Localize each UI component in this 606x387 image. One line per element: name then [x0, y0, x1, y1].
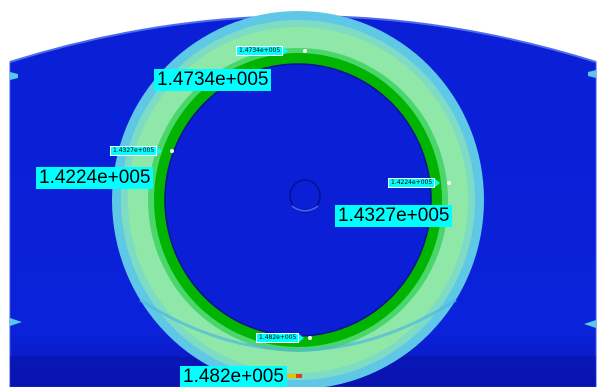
edge-feature-right [588, 70, 596, 78]
edge-feature-left [10, 72, 18, 80]
value-label-right: 1.4327e+005 [335, 205, 453, 227]
probe-point-top [303, 49, 307, 53]
probe-point-right [447, 181, 451, 185]
ring-lower-arc [139, 298, 457, 352]
value-label-top: 1.4734e+005 [154, 69, 272, 91]
probe-tag-left[interactable]: 1.4327e+005 [110, 146, 163, 156]
center-shaft [289, 179, 321, 213]
probe-point-bottom [308, 336, 312, 340]
value-label-bottom: 1.482e+005 [180, 366, 287, 387]
probe-point-left [170, 149, 174, 153]
bottom-hotspot [282, 374, 296, 378]
edge-feature-left-low [10, 318, 22, 326]
bottom-hotspot-2 [296, 374, 302, 378]
value-label-left: 1.4224e+005 [36, 167, 154, 189]
probe-tag-right[interactable]: 1.4224e+005 [388, 178, 441, 188]
probe-tag-top[interactable]: 1.4734e+005 [236, 46, 289, 56]
edge-feature-right-low [584, 320, 596, 328]
center-shaft-shadow [291, 205, 319, 212]
probe-tag-bottom[interactable]: 1.482e+005 [256, 333, 305, 343]
